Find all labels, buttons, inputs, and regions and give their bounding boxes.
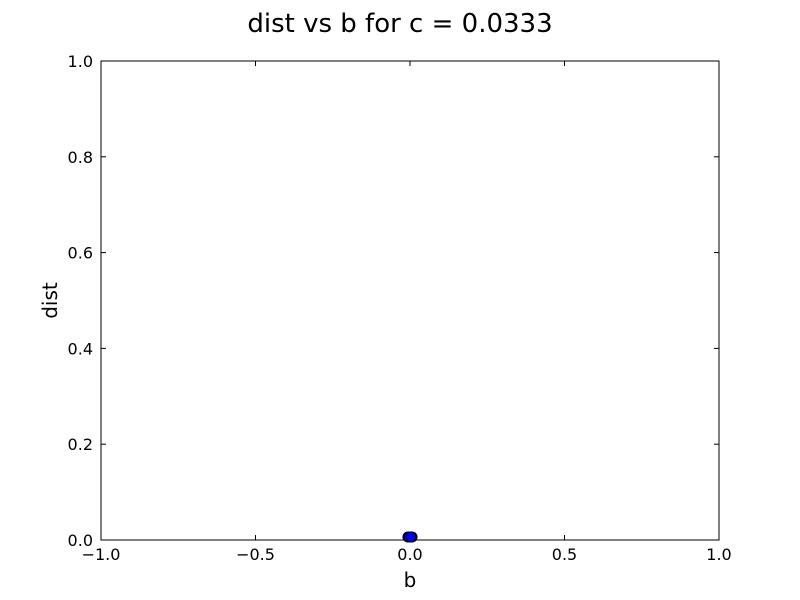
x-tick-label: −1.0 bbox=[82, 545, 121, 564]
scatter-point bbox=[405, 531, 417, 543]
x-tick-label: −0.5 bbox=[236, 545, 275, 564]
y-tick-label: 0.2 bbox=[68, 435, 93, 454]
y-axis-label: dist bbox=[38, 282, 62, 319]
y-axis-ticks: 0.0 0.2 0.4 0.6 0.8 1.0 bbox=[68, 52, 719, 550]
x-axis-ticks: −1.0 −0.5 0.0 0.5 1.0 bbox=[82, 61, 732, 564]
axes-frame bbox=[100, 60, 720, 541]
x-axis-label: b bbox=[404, 568, 417, 592]
data-points bbox=[402, 531, 418, 543]
chart-title: dist vs b for c = 0.0333 bbox=[247, 9, 553, 39]
y-tick-label: 1.0 bbox=[68, 52, 93, 71]
x-tick-label: 1.0 bbox=[706, 545, 731, 564]
y-tick-label: 0.4 bbox=[68, 339, 93, 358]
x-tick-label: 0.5 bbox=[552, 545, 577, 564]
y-tick-label: 0.6 bbox=[68, 244, 93, 263]
x-tick-label: 0.0 bbox=[397, 545, 422, 564]
y-tick-label: 0.8 bbox=[68, 148, 93, 167]
y-tick-label: 0.0 bbox=[68, 531, 93, 550]
